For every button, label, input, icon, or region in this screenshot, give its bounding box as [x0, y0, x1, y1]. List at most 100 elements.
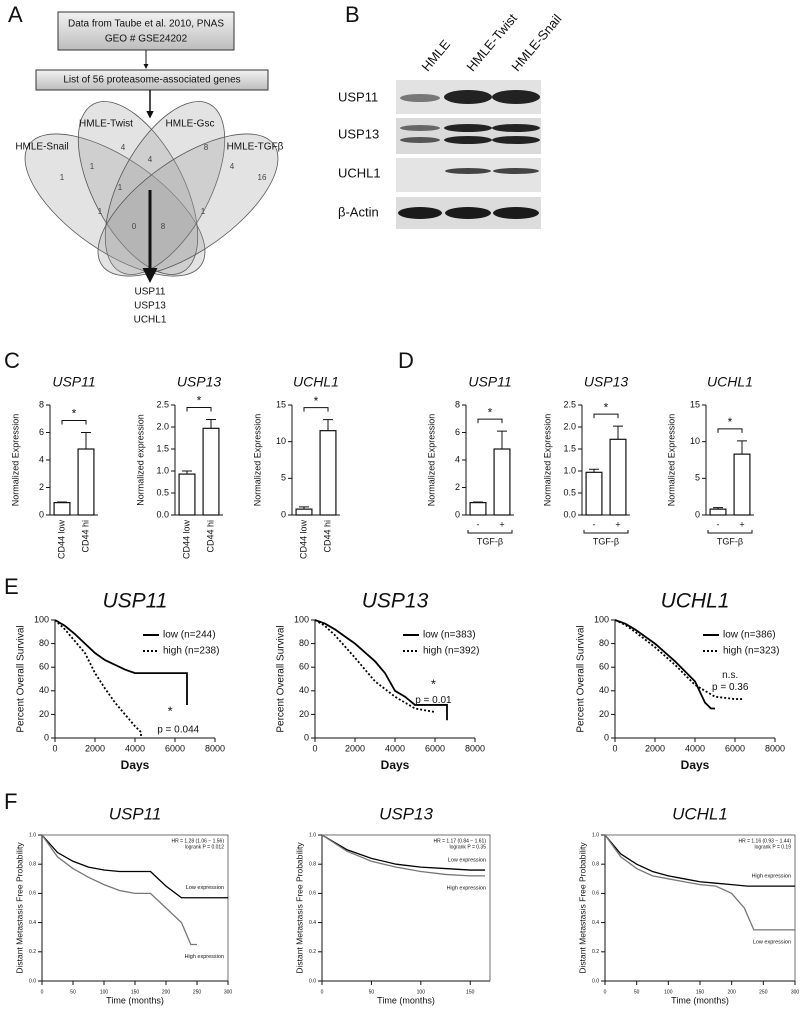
bar: [319, 430, 337, 516]
y-tick-label: 0.0: [156, 509, 169, 519]
x-axis-label: Days: [681, 758, 710, 772]
x-tick-label: 100: [100, 989, 109, 995]
y-tick-label: 10: [690, 436, 700, 446]
band: [492, 136, 540, 144]
y-tick-label: 0: [281, 509, 286, 519]
error-bar: [299, 506, 309, 510]
annotation: HR = 1.17 (0.84 − 1.61): [433, 838, 486, 844]
y-tick-label: 4: [455, 454, 460, 464]
x-tick-label: 100: [417, 989, 426, 995]
y-tick-label: 2.5: [563, 399, 576, 409]
y-axis-label: Normalized expression: [135, 414, 145, 506]
survival-curve: [614, 619, 715, 710]
significance: *: [314, 394, 319, 408]
x-tick-label: 4000: [685, 743, 705, 753]
y-tick-label: 2.5: [156, 399, 169, 409]
x-tick-label: 2000: [85, 743, 105, 753]
group-bracket: [467, 530, 513, 534]
x-tick-label: CD44 low: [181, 520, 191, 560]
y-tick-label: 0.0: [592, 978, 599, 984]
plot-frame: [321, 834, 491, 982]
lane-label: HMLE: [418, 37, 453, 75]
annotation: n.s.: [722, 670, 738, 681]
band: [493, 207, 539, 219]
y-tick-label: 100: [594, 614, 609, 624]
curve-label: Low expression: [186, 885, 224, 891]
x-tick-label: 150: [696, 989, 705, 995]
row-label: β-Actin: [338, 204, 379, 219]
group-bracket: [583, 530, 629, 534]
y-tick-label: 0.0: [563, 509, 576, 519]
y-tick-label: 4: [39, 454, 44, 464]
y-axis-label: Distant Metastasis Free Probability: [14, 842, 24, 974]
y-tick-label: 6: [39, 427, 44, 437]
y-tick-label: 0.8: [592, 862, 599, 868]
bar: [493, 448, 511, 516]
result-gene: USP13: [134, 301, 166, 312]
annotation: p = 0.01: [415, 695, 452, 706]
venn-count: 4: [230, 162, 235, 171]
panel-b: HMLE HMLE-Twist HMLE-Snail USP11 USP13 U…: [338, 11, 565, 229]
y-tick-label: 40: [39, 685, 49, 695]
row-label: UCHL1: [338, 165, 381, 180]
y-axis-label: Normalized Expression: [666, 414, 676, 507]
x-tick-label: 2000: [345, 743, 365, 753]
survival-curve: [321, 834, 486, 871]
group-label: TGF-β: [593, 536, 619, 546]
significance: *: [72, 407, 77, 421]
annotation: logrank P = 0.35: [450, 844, 487, 850]
survival-curve: [604, 834, 795, 931]
x-tick-label: 250: [759, 989, 768, 995]
y-tick-label: 0: [44, 732, 49, 742]
y-tick-label: 0: [604, 732, 609, 742]
row-label: USP13: [338, 126, 379, 141]
x-axis-label: Time (months): [106, 995, 164, 1005]
survival-curve: [314, 619, 436, 713]
annotation: p = 0.044: [157, 724, 199, 735]
y-tick-label: 0.4: [29, 920, 36, 926]
y-axis-label: Normalized Expression: [252, 414, 262, 507]
curve-label: Low expression: [753, 939, 791, 945]
venn-set: [97, 133, 279, 277]
y-axis-label: Distant Metastasis Free Probability: [294, 842, 304, 974]
y-tick-label: 60: [299, 662, 309, 672]
gene-list-box: [35, 69, 269, 91]
chart-title: USP13: [584, 374, 629, 390]
curve-label: High expression: [752, 874, 791, 880]
y-tick-label: 0.2: [592, 949, 599, 955]
x-tick-label: 50: [369, 989, 375, 995]
source-line: Data from Taube et al. 2010, PNAS: [68, 19, 224, 30]
y-tick-label: 0.4: [592, 920, 599, 926]
band: [492, 124, 540, 132]
error-bar: [473, 501, 483, 503]
significance-bracket: [477, 418, 503, 424]
significance: *: [488, 405, 493, 419]
error-bar: [497, 430, 507, 449]
x-tick-label: 4000: [125, 743, 145, 753]
y-axis-label: Distant Metastasis Free Probability: [577, 842, 587, 974]
x-axis-label: Days: [121, 758, 150, 772]
x-tick-label: -: [477, 519, 480, 529]
y-tick-label: 2.0: [563, 421, 576, 431]
venn-count: 1: [90, 162, 95, 171]
x-tick-label: 100: [664, 989, 673, 995]
x-tick-label: 0: [612, 743, 617, 753]
legend-label: low (n=383): [423, 630, 476, 641]
band: [493, 168, 539, 174]
y-axis-label: Percent Overall Survival: [576, 625, 587, 732]
source-box: [57, 11, 235, 51]
error-bar: [81, 432, 91, 449]
group-bracket: [707, 530, 753, 534]
panel-letter: B: [345, 2, 360, 27]
survival-curve: [314, 619, 448, 721]
y-tick-label: 0.5: [156, 487, 169, 497]
x-tick-label: -: [717, 519, 720, 529]
venn-count: 8: [204, 143, 209, 152]
y-tick-label: 0.2: [309, 949, 316, 955]
x-tick-label: 150: [466, 989, 475, 995]
y-tick-label: 20: [299, 709, 309, 719]
venn-count: 4: [121, 143, 126, 152]
significance-bracket: [593, 413, 619, 419]
y-tick-label: 1.0: [563, 465, 576, 475]
